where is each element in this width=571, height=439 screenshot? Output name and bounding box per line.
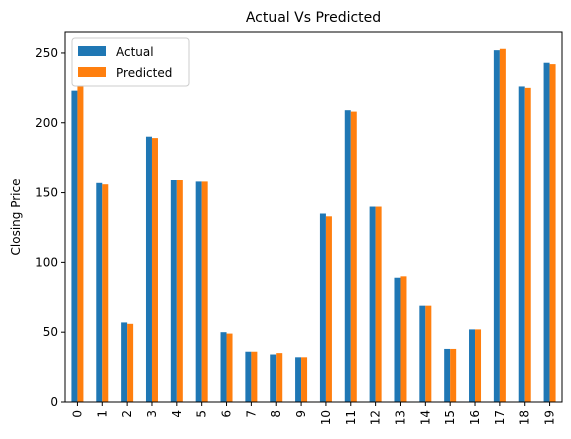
legend-label-predicted: Predicted (116, 66, 172, 80)
bar-actual-3 (145, 136, 152, 402)
bar-actual-1 (96, 182, 103, 402)
bar-actual-14 (419, 305, 426, 402)
x-tick-label-3: 3 (145, 410, 159, 418)
y-tick-label-100: 100 (35, 255, 58, 269)
bar-actual-9 (295, 357, 302, 402)
bar-predicted-11 (350, 111, 357, 403)
bar-actual-13 (394, 277, 401, 402)
y-axis-ticks: 0 50 100 150 200 250 (35, 46, 65, 409)
y-tick-label-150: 150 (35, 186, 58, 200)
bar-actual-4 (170, 180, 177, 402)
x-tick-label-9: 9 (294, 410, 308, 418)
bar-actual-15 (444, 348, 451, 402)
x-tick-label-18: 18 (518, 410, 532, 425)
chart-title: Actual Vs Predicted (246, 10, 381, 26)
x-tick-label-1: 1 (95, 410, 109, 418)
bar-predicted-16 (475, 329, 482, 402)
bar-actual-2 (121, 322, 128, 402)
x-tick-label-2: 2 (120, 410, 134, 418)
x-tick-label-10: 10 (319, 410, 333, 425)
bar-predicted-10 (325, 216, 332, 402)
x-tick-label-4: 4 (170, 410, 184, 418)
bar-predicted-0 (77, 86, 84, 403)
y-tick-label-0: 0 (50, 395, 58, 409)
y-tick-label-250: 250 (35, 46, 58, 60)
x-tick-label-14: 14 (418, 410, 432, 425)
bar-actual-11 (344, 110, 351, 402)
x-tick-label-0: 0 (70, 410, 84, 418)
bar-predicted-19 (549, 64, 556, 402)
bar-predicted-18 (524, 87, 531, 402)
y-tick-label-50: 50 (43, 325, 58, 339)
bar-actual-8 (270, 354, 277, 402)
legend-label-actual: Actual (116, 45, 154, 59)
y-axis-title: Closing Price (9, 179, 23, 256)
bar-predicted-12 (375, 206, 382, 402)
legend-swatch-predicted (78, 67, 106, 77)
bar-predicted-14 (425, 305, 432, 402)
bar-predicted-5 (201, 181, 208, 402)
bar-predicted-6 (226, 333, 233, 402)
bar-actual-0 (71, 90, 78, 402)
bar-predicted-1 (102, 184, 109, 402)
bar-predicted-4 (176, 180, 183, 402)
bar-actual-10 (319, 213, 326, 402)
x-axis-ticks: 0 1 2 3 4 5 6 7 8 9 10 11 12 13 14 15 16 17 18 19 (70, 402, 557, 425)
bar-actual-18 (518, 86, 525, 403)
x-tick-label-7: 7 (244, 410, 258, 418)
x-tick-label-11: 11 (344, 410, 358, 425)
bar-actual-7 (245, 351, 252, 402)
bar-actual-6 (220, 332, 227, 402)
x-tick-label-6: 6 (220, 410, 234, 418)
x-tick-label-17: 17 (493, 410, 507, 425)
x-tick-label-15: 15 (443, 410, 457, 425)
bar-predicted-3 (151, 138, 158, 402)
x-tick-label-12: 12 (369, 410, 383, 425)
bar-actual-12 (369, 206, 376, 402)
bar-predicted-2 (127, 323, 134, 402)
bar-actual-19 (543, 62, 550, 402)
bars-group (71, 48, 556, 403)
x-tick-label-8: 8 (269, 410, 283, 418)
bar-predicted-13 (400, 276, 407, 402)
bar-actual-16 (469, 329, 476, 402)
bar-predicted-8 (276, 353, 283, 402)
legend-swatch-actual (78, 46, 106, 56)
bar-predicted-7 (251, 351, 258, 402)
bar-predicted-17 (499, 48, 506, 402)
x-tick-label-16: 16 (468, 410, 482, 425)
legend: Actual Predicted (71, 37, 190, 87)
x-tick-label-19: 19 (543, 410, 557, 425)
plot-frame (64, 31, 563, 403)
bar-actual-17 (493, 50, 500, 403)
x-tick-label-13: 13 (393, 410, 407, 425)
bar-predicted-15 (450, 348, 457, 402)
y-tick-label-200: 200 (35, 116, 58, 130)
bar-actual-5 (195, 181, 202, 402)
bar-predicted-9 (301, 357, 308, 402)
x-tick-label-5: 5 (195, 410, 209, 418)
